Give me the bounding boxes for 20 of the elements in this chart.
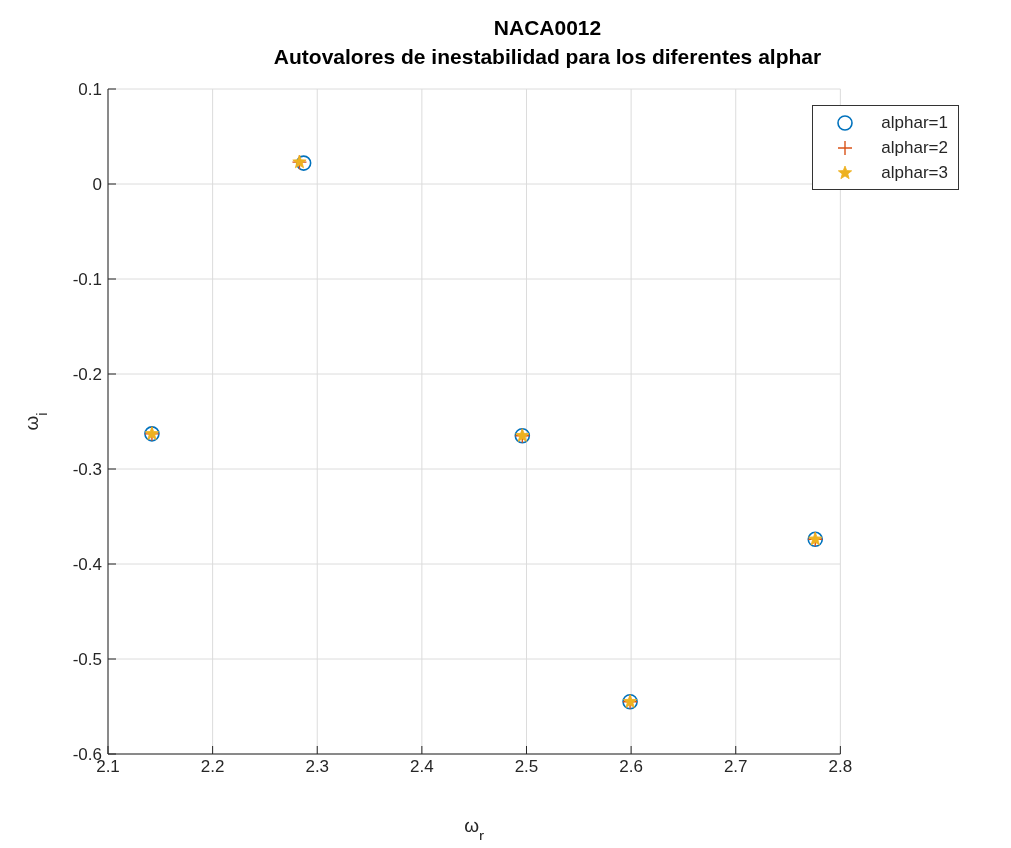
y-tick-label: 0.1 [78, 80, 102, 100]
y-tick-label: -0.3 [72, 460, 102, 480]
y-tick-label: -0.1 [72, 270, 102, 290]
y-tick-label: -0.4 [72, 555, 102, 575]
chart-title: NACA0012 Autovalores de inestabilidad para los diferentes alphar [272, 15, 823, 70]
x-tick-label: 2.4 [410, 757, 434, 777]
y-tick-label: -0.5 [72, 650, 102, 670]
x-axis-title: ω$_{r}$ [464, 815, 485, 844]
legend-label: alphar=1 [881, 112, 948, 133]
x-tick-label: 2.8 [828, 757, 853, 777]
x-tick-label: 2.2 [200, 757, 225, 777]
y-tick-label: 0 [92, 175, 102, 195]
legend-label: alphar=3 [881, 162, 948, 183]
x-tick-label: 2.6 [619, 757, 643, 777]
y-tick-label: -0.2 [72, 365, 102, 385]
point [295, 155, 312, 171]
x-tick-label: 2.5 [514, 757, 539, 777]
x-tick-label: 2.7 [723, 757, 748, 777]
x-tick-label: 2.3 [305, 757, 330, 777]
legend-label: alphar=2 [881, 137, 948, 158]
